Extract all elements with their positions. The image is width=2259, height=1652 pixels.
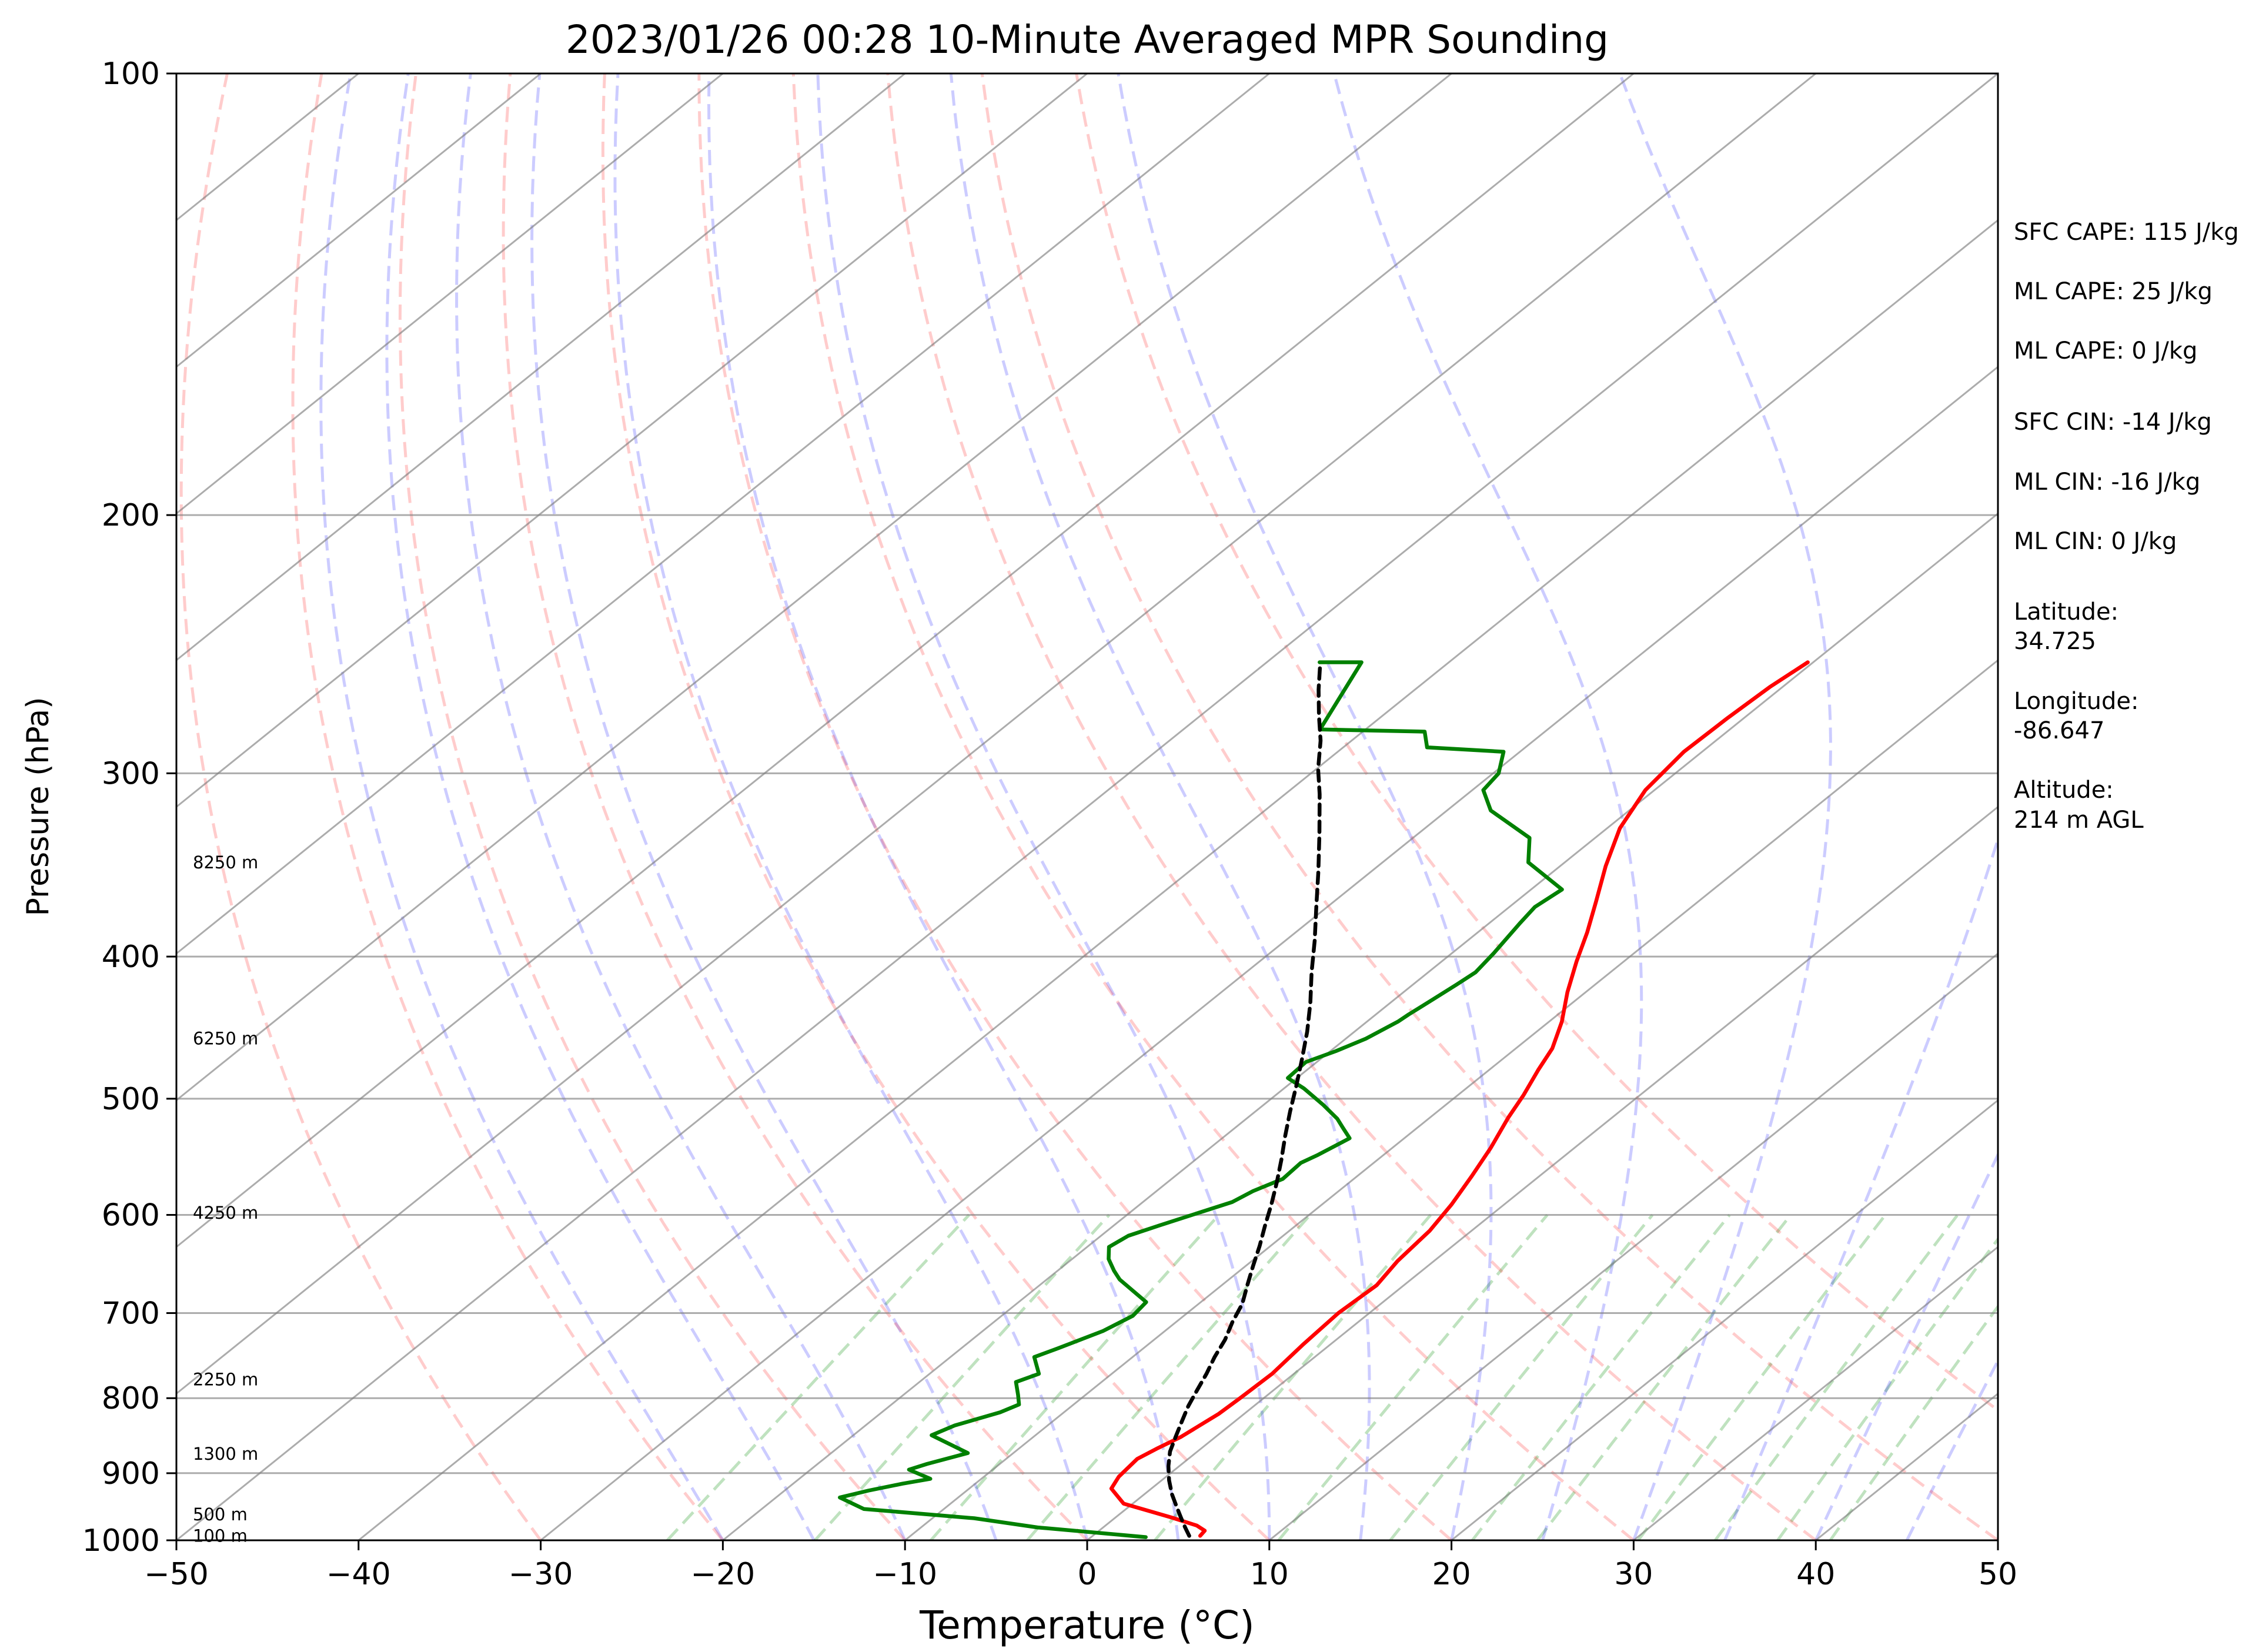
dewpoint-line [838, 660, 1564, 1539]
x-tick-label: −30 [509, 1557, 573, 1592]
mixing-ratio-line [930, 1213, 1220, 1540]
parcel-line [1166, 663, 1323, 1538]
mixing-ratio-line [666, 1213, 970, 1540]
y-tick-label: 100 [102, 56, 160, 92]
dry-adiabat-line [398, 73, 907, 1540]
moist-adiabat-line [1117, 73, 1493, 1540]
isotherm-line [176, 73, 724, 515]
data-series [838, 660, 1810, 1539]
height-label: 8250 m [193, 852, 258, 872]
y-tick-label: 300 [102, 756, 160, 791]
x-tick-label: 50 [1979, 1557, 2017, 1592]
labels: −50 −40 −30 −20 −10 0 10 20 30 40 50 100 200 300 400 50… [82, 56, 2239, 1592]
isotherm-line [904, 659, 1998, 1540]
moist-adiabat-line [530, 73, 998, 1540]
x-tick-label: 20 [1432, 1557, 1471, 1592]
isotherm-line [176, 73, 1998, 1540]
moist-adiabat-line [949, 73, 1371, 1540]
info-text: ML CAPE: 0 J/kg [2014, 337, 2197, 364]
x-tick-label: 40 [1796, 1557, 1835, 1592]
y-tick-label: 400 [102, 939, 160, 975]
mixing-ratio-line [1471, 1213, 1731, 1540]
info-text: ML CIN: 0 J/kg [2014, 528, 2177, 555]
isotherm-line [1451, 1099, 1998, 1540]
info-text: 214 m AGL [2014, 807, 2144, 834]
info-text: Latitude: [2014, 598, 2118, 626]
isotherm-line [176, 73, 1635, 1248]
moist-adiabat-line [707, 73, 1180, 1540]
height-label: 500 m [193, 1504, 248, 1524]
y-tick-label: 200 [102, 498, 160, 533]
moist-adiabat-line [319, 73, 724, 1540]
y-axis-label: Pressure (hPa) [21, 697, 56, 917]
moist-adiabat-line [1618, 73, 1832, 1540]
info-text: Longitude: [2014, 688, 2138, 715]
moist-adiabat-line [1332, 73, 1643, 1540]
moist-adiabat-line [455, 73, 907, 1540]
chart-title: 2023/01/26 00:28 10-Minute Averaged MPR … [566, 17, 1609, 62]
dry-adiabat-line [1075, 73, 1998, 1413]
isotherm-line [540, 366, 1998, 1540]
y-tick-label: 500 [102, 1082, 160, 1117]
moist-adiabat-line [816, 73, 1271, 1540]
moist-adiabat-line [385, 73, 816, 1540]
y-tick-label: 1000 [82, 1523, 160, 1559]
info-text: ML CAPE: 25 J/kg [2014, 278, 2213, 305]
isotherm-line [1268, 952, 1998, 1540]
info-text: ML CIN: -16 J/kg [2014, 469, 2200, 496]
info-text: Altitude: [2014, 777, 2114, 804]
x-axis-label: Temperature (°C) [919, 1603, 1255, 1648]
x-tick-label: 30 [1614, 1557, 1653, 1592]
dry-adiabat-line [179, 73, 542, 1540]
info-text: 34.725 [2014, 628, 2096, 655]
dry-adiabat-line [980, 73, 1998, 1540]
height-label: 4250 m [193, 1203, 258, 1223]
x-tick-label: 0 [1077, 1557, 1097, 1592]
isotherm-line [176, 73, 906, 661]
moist-adiabat-line [613, 73, 1089, 1540]
dry-adiabat-line [502, 73, 1088, 1540]
dry-adiabat-line [886, 73, 1817, 1540]
isotherm-line [176, 73, 1452, 1102]
height-label: 1300 m [193, 1444, 258, 1464]
height-label: 2250 m [193, 1370, 258, 1390]
moist-adiabat-line [1814, 1151, 1998, 1540]
info-text: SFC CIN: -14 J/kg [2014, 409, 2212, 436]
moist-adiabat-line [1905, 1357, 1998, 1540]
dry-adiabat-line [697, 73, 1453, 1540]
info-text: -86.647 [2014, 717, 2104, 744]
dry-adiabat-line [291, 73, 724, 1540]
isotherm-line [176, 73, 1270, 955]
mixing-ratio-line [1389, 1213, 1654, 1540]
isotherm-line [357, 219, 1998, 1540]
x-tick-label: −40 [326, 1557, 391, 1592]
isotherm-line [176, 73, 1817, 1395]
height-label: 6250 m [193, 1029, 258, 1049]
temperature-line [1109, 660, 1810, 1538]
y-tick-label: 600 [102, 1198, 160, 1233]
x-tick-label: −20 [691, 1557, 756, 1592]
y-tick-label: 800 [102, 1381, 160, 1416]
dry-adiabat-line [791, 73, 1635, 1540]
mixing-ratio-line [1776, 1236, 1998, 1540]
info-text: SFC CAPE: 115 J/kg [2014, 219, 2239, 246]
mixing-ratio-line [1154, 1213, 1432, 1540]
mixing-ratio-line [814, 1213, 1111, 1540]
x-tick-label: −50 [144, 1557, 209, 1592]
mixing-ratio-line [1277, 1213, 1549, 1540]
isotherm-line [1633, 1246, 1998, 1540]
mixing-ratio-line [1026, 1213, 1312, 1540]
y-tick-label: 900 [102, 1456, 160, 1492]
background-lines [176, 73, 1998, 1540]
x-tick-label: −10 [873, 1557, 937, 1592]
x-tick-label: 10 [1250, 1557, 1289, 1592]
isotherm-line [1087, 805, 1998, 1540]
height-label: 100 m [193, 1526, 248, 1546]
isotherm-line [176, 73, 542, 368]
y-tick-label: 700 [102, 1296, 160, 1332]
isotherm-line [176, 73, 1088, 808]
